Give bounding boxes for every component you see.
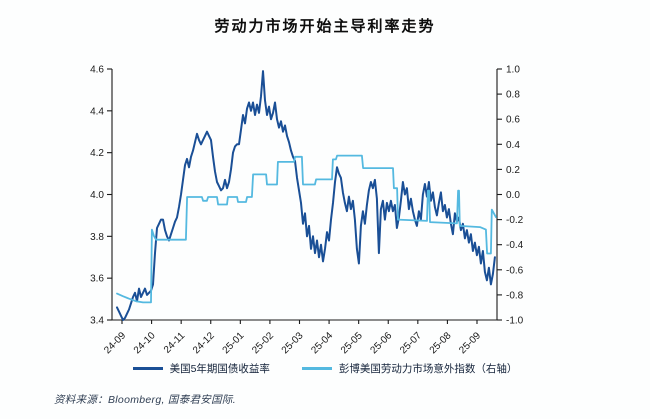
legend-item-treasury-yield: 美国5年期国债收益率	[132, 361, 270, 376]
svg-text:24-10: 24-10	[132, 330, 158, 356]
svg-text:24-11: 24-11	[162, 330, 188, 356]
svg-text:24-12: 24-12	[191, 330, 217, 356]
svg-text:25-02: 25-02	[250, 330, 276, 356]
svg-text:25-09: 25-09	[457, 330, 483, 356]
svg-text:-1.0: -1.0	[506, 316, 524, 327]
svg-text:0.2: 0.2	[506, 165, 520, 176]
svg-text:25-08: 25-08	[428, 330, 454, 356]
source-note: 资料来源：Bloomberg, 国泰君安国际.	[54, 394, 236, 406]
svg-text:3.6: 3.6	[90, 274, 104, 285]
svg-text:0.0: 0.0	[506, 190, 520, 201]
svg-text:3.4: 3.4	[90, 316, 104, 327]
svg-text:-0.4: -0.4	[506, 240, 524, 251]
svg-text:1.0: 1.0	[506, 65, 520, 76]
legend-item-labor-index: 彭博美国劳动力市场意外指数（右轴）	[301, 361, 518, 376]
chart-title: 劳动力市场开始主导利率走势	[214, 18, 436, 35]
svg-text:25-05: 25-05	[339, 330, 365, 356]
svg-text:25-01: 25-01	[221, 330, 247, 356]
chart-legend: 美国5年期国债收益率 彭博美国劳动力市场意外指数（右轴）	[0, 361, 650, 376]
svg-text:-0.2: -0.2	[506, 215, 524, 226]
svg-text:0.6: 0.6	[506, 115, 520, 126]
svg-text:3.8: 3.8	[90, 232, 104, 243]
svg-text:4.4: 4.4	[90, 106, 104, 117]
legend-swatch-labor-index	[301, 367, 332, 370]
svg-text:4.6: 4.6	[90, 65, 104, 76]
svg-text:25-04: 25-04	[309, 330, 335, 356]
legend-label-treasury-yield: 美国5年期国债收益率	[169, 363, 270, 375]
svg-text:25-07: 25-07	[398, 330, 424, 356]
svg-text:25-03: 25-03	[280, 330, 306, 356]
svg-text:0.8: 0.8	[506, 90, 520, 101]
svg-text:-0.6: -0.6	[506, 265, 524, 276]
svg-text:25-06: 25-06	[369, 330, 395, 356]
svg-text:-0.8: -0.8	[506, 290, 524, 301]
svg-text:4.2: 4.2	[90, 148, 104, 159]
legend-label-labor-index: 彭博美国劳动力市场意外指数（右轴）	[338, 363, 518, 375]
legend-swatch-treasury-yield	[132, 367, 163, 370]
svg-text:24-09: 24-09	[102, 330, 128, 356]
svg-text:4.0: 4.0	[90, 190, 104, 201]
svg-text:0.4: 0.4	[506, 140, 520, 151]
